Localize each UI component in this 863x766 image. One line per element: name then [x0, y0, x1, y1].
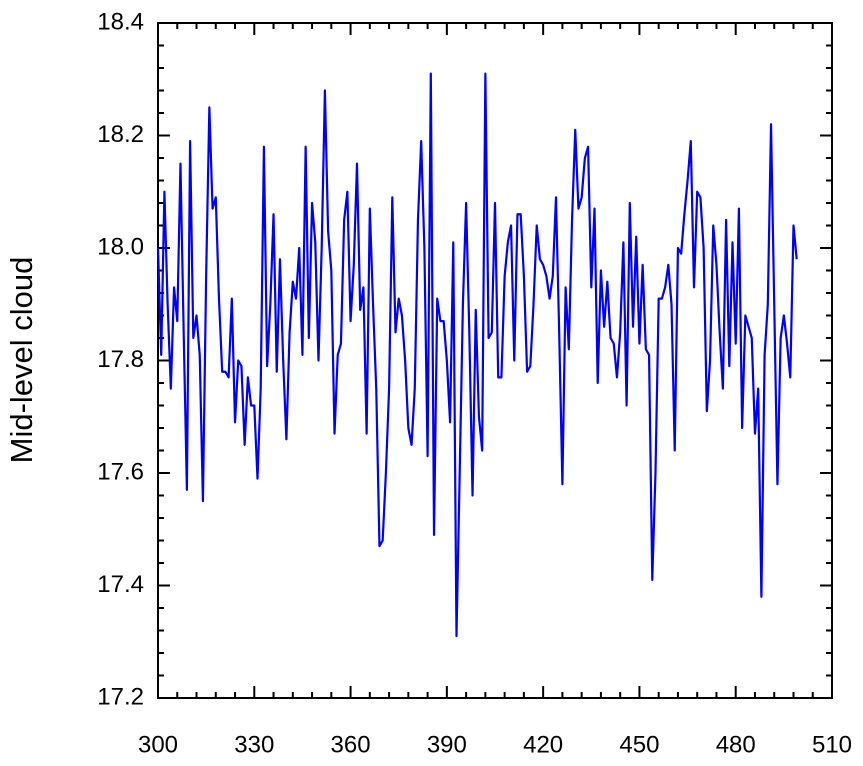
y-tick-label: 18.0	[97, 233, 144, 260]
y-tick-label: 17.4	[97, 571, 144, 598]
x-tick-label: 330	[234, 731, 274, 758]
y-tick-label: 18.4	[97, 8, 144, 35]
x-tick-label: 480	[716, 731, 756, 758]
plot-frame	[157, 22, 833, 699]
y-tick-label: 17.8	[97, 346, 144, 373]
x-tick-label: 450	[619, 731, 659, 758]
x-tick-label: 390	[427, 731, 467, 758]
x-tick-label: 360	[331, 731, 371, 758]
x-tick-label: 510	[812, 731, 852, 758]
y-tick-label: 18.2	[97, 121, 144, 148]
x-tick-label: 420	[523, 731, 563, 758]
data-line	[156, 72, 798, 638]
y-tick-label: 17.2	[97, 683, 144, 710]
y-tick-label: 17.6	[97, 458, 144, 485]
x-tick-label: 300	[138, 731, 178, 758]
y-axis-label: Mid-level cloud	[4, 257, 39, 464]
